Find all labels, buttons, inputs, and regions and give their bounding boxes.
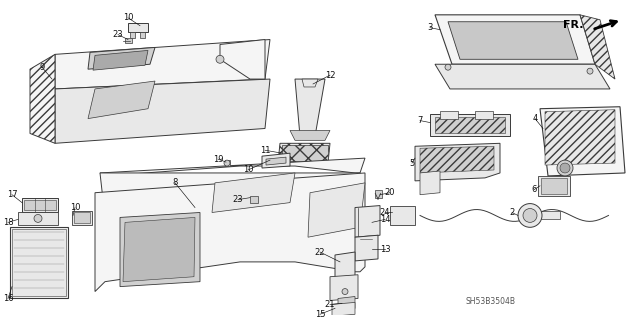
Text: 11: 11	[260, 146, 270, 155]
Polygon shape	[302, 79, 318, 87]
Polygon shape	[140, 32, 145, 38]
Polygon shape	[390, 205, 415, 225]
Polygon shape	[128, 23, 148, 32]
Text: 17: 17	[6, 190, 17, 199]
Polygon shape	[420, 146, 494, 173]
Polygon shape	[225, 160, 230, 166]
Bar	[282, 145, 328, 161]
Bar	[440, 111, 458, 119]
Polygon shape	[123, 218, 195, 282]
Text: SH53B3504B: SH53B3504B	[465, 297, 515, 306]
Polygon shape	[430, 114, 510, 137]
Polygon shape	[30, 54, 55, 143]
Text: 24: 24	[380, 208, 390, 217]
Text: 12: 12	[324, 70, 335, 80]
Text: 13: 13	[380, 245, 390, 254]
Circle shape	[523, 209, 537, 222]
Polygon shape	[220, 40, 265, 79]
Polygon shape	[540, 107, 625, 176]
Bar	[475, 111, 493, 119]
Polygon shape	[330, 275, 358, 300]
Polygon shape	[308, 183, 365, 237]
Text: 10: 10	[123, 13, 133, 22]
Polygon shape	[355, 205, 380, 237]
Text: 20: 20	[385, 188, 396, 197]
Polygon shape	[435, 117, 505, 133]
Polygon shape	[95, 173, 365, 292]
Polygon shape	[290, 130, 330, 140]
Text: FR.: FR.	[563, 20, 584, 30]
Text: 6: 6	[531, 185, 537, 194]
Polygon shape	[580, 15, 615, 79]
Text: 15: 15	[315, 310, 325, 319]
Text: 10: 10	[243, 166, 253, 174]
Polygon shape	[332, 302, 355, 316]
Text: 16: 16	[3, 294, 13, 303]
Polygon shape	[538, 176, 570, 196]
Text: 2: 2	[509, 208, 515, 217]
Polygon shape	[250, 196, 258, 203]
Polygon shape	[262, 153, 290, 168]
Polygon shape	[435, 64, 610, 89]
Polygon shape	[540, 211, 560, 219]
Polygon shape	[212, 173, 295, 212]
Circle shape	[587, 68, 593, 74]
Polygon shape	[72, 211, 92, 225]
Circle shape	[557, 160, 573, 176]
Polygon shape	[420, 171, 440, 195]
Polygon shape	[100, 158, 365, 176]
Text: 8: 8	[172, 178, 178, 187]
Polygon shape	[100, 173, 360, 218]
Polygon shape	[125, 38, 132, 43]
Polygon shape	[435, 15, 595, 64]
Text: 21: 21	[324, 300, 335, 309]
Polygon shape	[266, 157, 286, 165]
Polygon shape	[415, 143, 500, 181]
Text: 23: 23	[113, 30, 124, 39]
Text: 10: 10	[70, 203, 80, 212]
Text: 9: 9	[40, 63, 45, 72]
Text: 7: 7	[417, 116, 422, 125]
Polygon shape	[295, 79, 325, 137]
Text: 22: 22	[315, 248, 325, 256]
Polygon shape	[335, 252, 355, 285]
Text: 3: 3	[428, 23, 433, 32]
Circle shape	[224, 160, 230, 166]
Polygon shape	[88, 48, 155, 69]
Polygon shape	[545, 110, 615, 165]
Circle shape	[34, 214, 42, 222]
Polygon shape	[24, 200, 56, 210]
Polygon shape	[74, 212, 90, 223]
Polygon shape	[88, 81, 155, 119]
Text: 18: 18	[3, 218, 13, 227]
Polygon shape	[375, 190, 382, 198]
Polygon shape	[278, 143, 330, 163]
Polygon shape	[93, 50, 148, 70]
Circle shape	[342, 289, 348, 294]
Circle shape	[560, 163, 570, 173]
Polygon shape	[12, 229, 66, 296]
Polygon shape	[10, 227, 68, 299]
Polygon shape	[120, 212, 200, 286]
Polygon shape	[18, 212, 58, 225]
Polygon shape	[338, 296, 355, 310]
Polygon shape	[448, 22, 578, 59]
Polygon shape	[355, 235, 378, 261]
Polygon shape	[130, 32, 135, 38]
Text: 19: 19	[212, 155, 223, 164]
Text: 4: 4	[532, 114, 538, 123]
Text: 14: 14	[380, 215, 390, 224]
Bar	[541, 178, 567, 194]
Polygon shape	[55, 40, 270, 89]
Polygon shape	[22, 198, 58, 212]
Circle shape	[518, 204, 542, 227]
Text: 5: 5	[410, 159, 415, 167]
Polygon shape	[55, 79, 270, 143]
Circle shape	[445, 64, 451, 70]
Text: 23: 23	[233, 195, 243, 204]
Circle shape	[216, 55, 224, 63]
